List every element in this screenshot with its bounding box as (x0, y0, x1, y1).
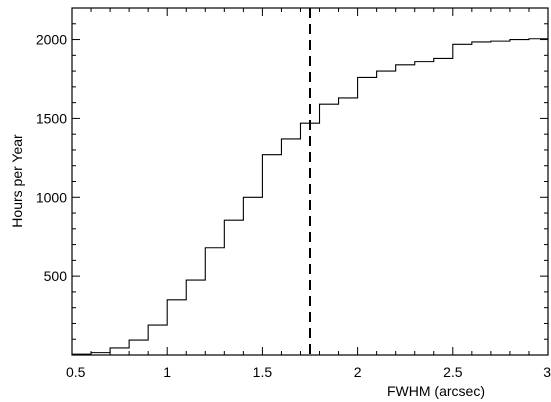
x-tick-label: 2.5 (443, 364, 463, 380)
y-axis-ticks: 500 1000 1500 2000 (36, 23, 548, 340)
x-axis-ticks: 0.5 1 1.5 2 2.5 3 (66, 8, 551, 380)
x-tick-label: 1 (163, 364, 171, 380)
x-tick-label: 3 (543, 364, 551, 380)
y-tick-label: 1000 (36, 189, 67, 205)
y-axis-title: Hours per Year (9, 134, 25, 228)
y-tick-label: 1500 (36, 110, 67, 126)
cumulative-histogram-series (72, 38, 548, 355)
x-tick-label: 2 (354, 364, 362, 380)
y-tick-label: 500 (44, 268, 68, 284)
x-axis-title: FWHM (arcsec) (387, 383, 485, 399)
x-tick-label: 0.5 (66, 364, 86, 380)
y-tick-label: 2000 (36, 32, 67, 48)
x-tick-label: 1.5 (253, 364, 273, 380)
